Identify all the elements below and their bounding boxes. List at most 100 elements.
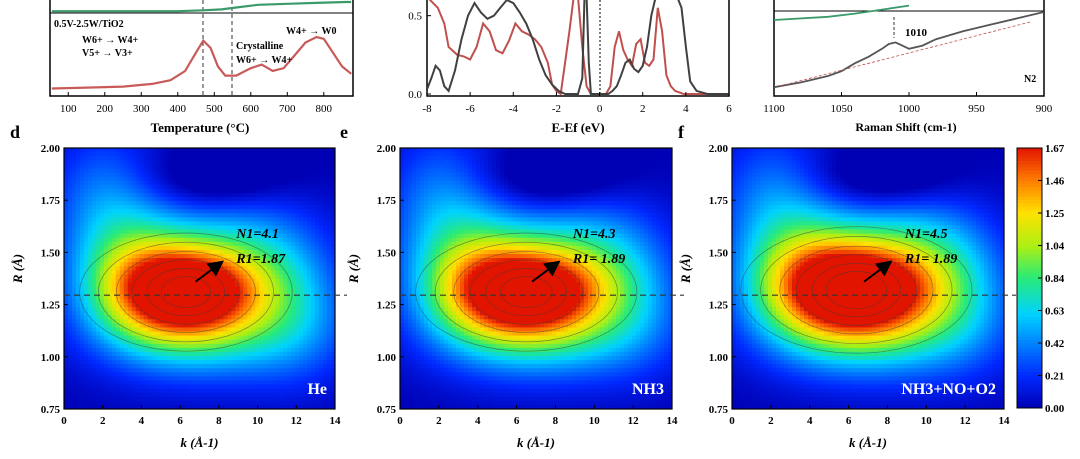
- heatmap-cell: [203, 237, 209, 243]
- heatmap-cell: [179, 188, 185, 194]
- heatmap-cell: [195, 172, 201, 178]
- heatmap-cell: [187, 229, 193, 235]
- heatmap-cell: [283, 290, 288, 296]
- heatmap-cell: [271, 262, 276, 267]
- heatmap-cell: [199, 180, 205, 186]
- heatmap-cell: [203, 270, 209, 276]
- heatmap-cell: [127, 294, 133, 300]
- heatmap-cell: [175, 290, 181, 296]
- heatmap-cell: [416, 294, 421, 300]
- heatmap-cell: [67, 343, 73, 349]
- heatmap-cell: [107, 335, 113, 341]
- heatmap-cell: [259, 307, 264, 312]
- heatmap-cell: [239, 205, 244, 210]
- heatmap-cell: [227, 274, 232, 280]
- heatmap-cell: [187, 404, 193, 409]
- heatmap-cell: [307, 298, 312, 304]
- heatmap-cell: [291, 355, 296, 361]
- heatmap-cell: [159, 258, 165, 263]
- heatmap-cell: [195, 184, 201, 190]
- heatmap-cell: [307, 201, 312, 206]
- heatmap-cell: [79, 249, 85, 255]
- heatmap-cell: [428, 372, 433, 377]
- heatmap-cell: [263, 372, 268, 377]
- heatmap-cell: [315, 315, 320, 320]
- heatmap-cell: [315, 290, 320, 296]
- heatmap-cell: [299, 368, 304, 373]
- heatmap-cell: [155, 286, 161, 292]
- heatmap-cell: [167, 213, 173, 218]
- heatmap-cell: [75, 221, 81, 227]
- heatmap-cell: [111, 176, 117, 182]
- heatmap-cell: [319, 339, 324, 345]
- heatmap-cell: [115, 404, 121, 409]
- heatmap-cell: [263, 290, 268, 296]
- heatmap-cell: [420, 168, 425, 174]
- heatmap-cell: [408, 258, 413, 263]
- heatmap-cell: [119, 176, 125, 182]
- heatmap-cell: [179, 201, 185, 206]
- heatmap-cell: [275, 290, 280, 296]
- heatmap-cell: [187, 278, 193, 284]
- heatmap-cell: [267, 156, 272, 161]
- heatmap-cell: [259, 201, 264, 206]
- heatmap-cell: [135, 180, 141, 186]
- heatmap-cell: [327, 180, 332, 186]
- heatmap-cell: [428, 270, 433, 276]
- heatmap-cell: [191, 168, 197, 174]
- heatmap-cell: [67, 380, 73, 386]
- heatmap-cell: [139, 323, 145, 329]
- heatmap-cell: [327, 217, 332, 223]
- heatmap-cell: [103, 168, 109, 174]
- heatmap-cell: [67, 319, 73, 324]
- heatmap-cell: [211, 302, 217, 308]
- heatmap-cell: [175, 262, 181, 267]
- heatmap-cell: [327, 201, 332, 206]
- heatmap-cell: [79, 323, 85, 329]
- heatmap-cell: [412, 294, 417, 300]
- heatmap-cell: [207, 254, 213, 259]
- heatmap-cell: [231, 392, 236, 398]
- heatmap-cell: [291, 315, 296, 320]
- heatmap-cell: [111, 217, 117, 223]
- heatmap-cell: [331, 298, 335, 304]
- heatmap-cell: [115, 229, 121, 235]
- heatmap-cell: [107, 217, 113, 223]
- heatmap-cell: [323, 237, 328, 243]
- heatmap-cell: [135, 376, 141, 382]
- heatmap-cell: [163, 384, 169, 390]
- heatmap-cell: [412, 160, 417, 165]
- heatmap-cell: [311, 266, 316, 271]
- heatmap-cell: [287, 380, 292, 386]
- heatmap-cell: [135, 205, 141, 210]
- heatmap-cell: [147, 315, 153, 320]
- heatmap-cell: [175, 376, 181, 382]
- heatmap-cell: [151, 274, 157, 280]
- heatmap-cell: [420, 229, 425, 235]
- heatmap-cell: [171, 364, 177, 369]
- heatmap-cell: [147, 148, 153, 153]
- heatmap-cell: [323, 233, 328, 239]
- heatmap-cell: [71, 351, 77, 357]
- heatmap-cell: [287, 388, 292, 394]
- heatmap-cell: [67, 180, 73, 186]
- heatmap-cell: [115, 254, 121, 259]
- heatmap-cell: [287, 335, 292, 341]
- heatmap-cell: [127, 323, 133, 329]
- heatmap-cell: [408, 266, 413, 271]
- heatmap-cell: [303, 184, 308, 190]
- heatmap-cell: [195, 209, 201, 214]
- heatmap-cell: [223, 368, 228, 373]
- heatmap-cell: [227, 160, 232, 165]
- heatmap-cell: [327, 262, 332, 267]
- heatmap-cell: [424, 148, 429, 153]
- heatmap-cell: [263, 327, 268, 333]
- heatmap-cell: [207, 396, 213, 402]
- heatmap-cell: [412, 249, 417, 255]
- heatmap-cell: [295, 184, 300, 190]
- heatmap-cell: [171, 347, 177, 353]
- heatmap-cell: [331, 213, 335, 218]
- heatmap-cell: [151, 258, 157, 263]
- heatmap-cell: [287, 351, 292, 357]
- heatmap-cell: [283, 339, 288, 345]
